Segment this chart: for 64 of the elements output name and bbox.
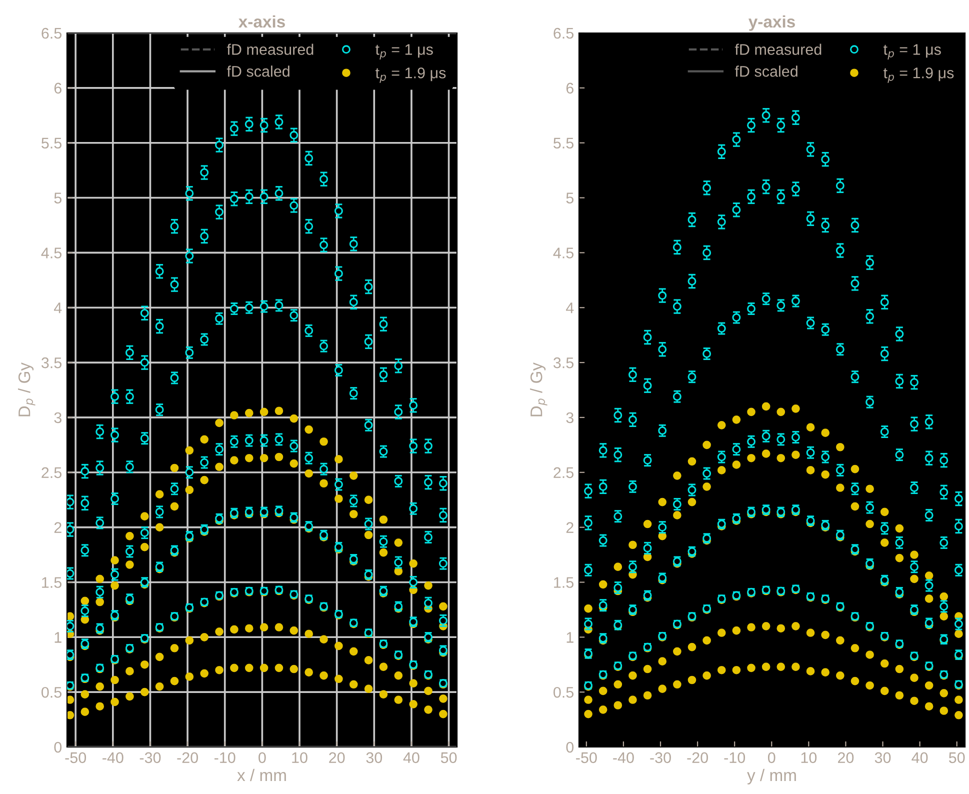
x-tick-label: 50 [948,752,965,764]
y-tick-label: 6.5 [42,28,62,39]
x-tick-label: -40 [613,752,634,764]
legend-label: t$_{p}$ = 1 μs [375,44,433,60]
y-tick-label: 4.5 [553,248,574,258]
y-tick-label: 5 [566,192,574,204]
x-tick-label: 30 [874,752,891,764]
y-tick-label: 4.5 [41,248,62,258]
y-tick-label: 5 [54,192,62,204]
x-tick-label: -40 [102,752,124,764]
x-tick-label: -10 [724,752,746,764]
y-tick-label: 5.5 [554,138,574,149]
y-tick-label: 1 [54,632,62,643]
y-tick-label: 2.5 [554,467,574,478]
y-tick-label: 6.5 [554,28,574,39]
y-tick-label: 2 [54,522,62,533]
y-tick-label: 0.5 [42,686,62,698]
y-tick-label: 0.5 [554,686,574,698]
x-tick-label: 40 [403,752,420,764]
x-tick-label: -20 [687,752,708,764]
y-tick-label: 3.5 [41,357,62,368]
y-tick-label: 4 [54,302,62,314]
x-tick-label: 20 [838,752,854,764]
x-tick-label: -30 [140,752,161,764]
y-tick-label: 2.5 [42,467,62,478]
y-tick-label: 6 [54,82,62,94]
y-tick-label: 6 [566,82,574,94]
x-tick-label: -50 [65,752,86,764]
x-tick-label: 10 [292,752,308,764]
chart-title: x-axis [238,15,285,28]
y-tick-label: 1.5 [554,577,574,588]
x-axis-title: y / mm [747,768,796,784]
x-tick-label: 0 [768,752,776,764]
x-tick-label: 40 [912,752,928,764]
legend-label: fD scaled [226,66,290,77]
x-tick-label: 50 [440,752,457,764]
x-tick-label: 30 [366,752,382,764]
y-tick-label: 5.5 [42,138,62,149]
y-axis-title: D$_{p}$ / Gy [18,362,36,416]
y-tick-label: 0 [54,742,62,753]
legend-label: fD scaled [734,66,798,77]
x-tick-label: -50 [576,752,597,764]
x-tick-label: -20 [177,752,198,764]
y-axis-title: D$_{p}$ / Gy [530,362,548,416]
chart-title: y-axis [748,15,795,31]
y-tick-label: 4 [566,302,574,314]
legend-label: fD measured [734,44,822,55]
y-tick-label: 2 [566,522,574,533]
x-tick-label: -30 [650,752,671,764]
y-tick-label: 1.5 [42,577,62,588]
x-tick-label: 20 [329,752,345,764]
legend-label: t$_{p}$ = 1.9 μs [883,68,954,83]
x-tick-label: 10 [801,752,817,764]
legend-label: t$_{p}$ = 1.9 μs [375,68,446,83]
x-tick-label: -10 [214,752,236,764]
legend-label: t$_{p}$ = 1 μs [883,44,941,60]
x-tick-label: 0 [258,752,266,764]
y-tick-label: 0 [566,742,574,753]
y-tick-label: 3 [566,412,574,424]
legend-label: fD measured [226,44,314,55]
y-tick-label: 1 [566,632,574,643]
y-tick-label: 3 [54,412,62,424]
x-axis-title: x / mm [237,768,286,782]
y-tick-label: 3.5 [553,357,574,368]
